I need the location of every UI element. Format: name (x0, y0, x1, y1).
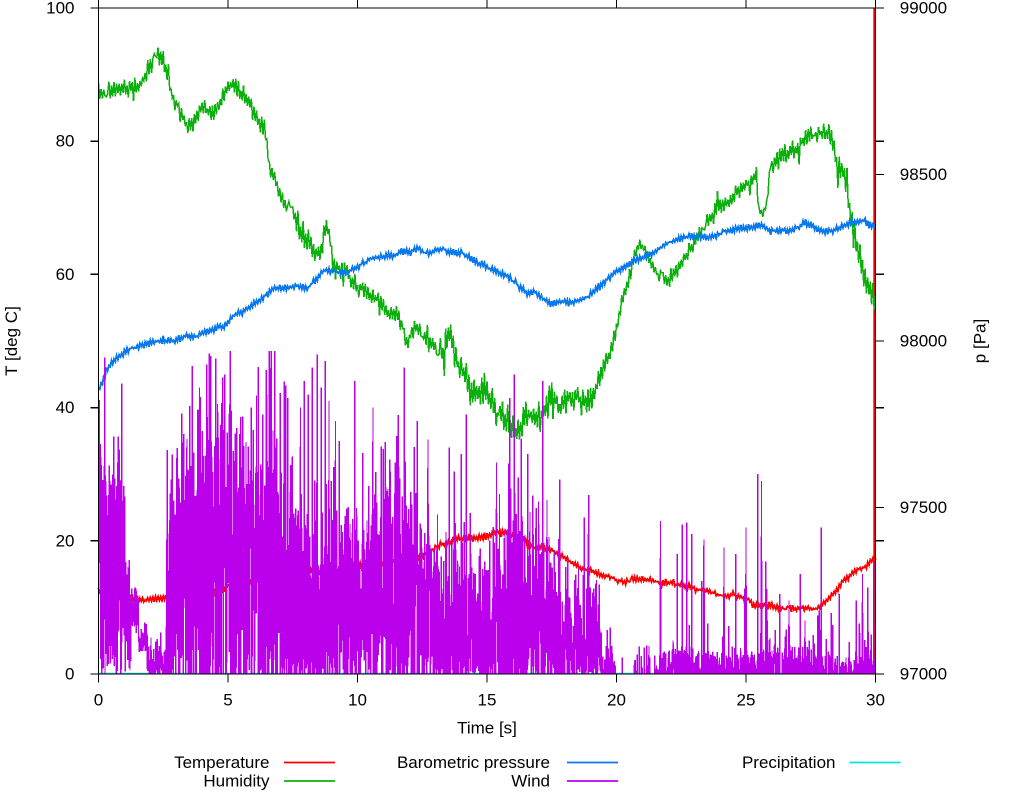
svg-text:20: 20 (56, 531, 75, 550)
svg-text:98000: 98000 (900, 332, 947, 351)
svg-text:5: 5 (223, 691, 232, 710)
svg-text:100: 100 (46, 0, 74, 18)
svg-text:15: 15 (478, 691, 497, 710)
svg-text:Time [s]: Time [s] (457, 719, 517, 738)
svg-text:Barometric pressure: Barometric pressure (397, 753, 550, 772)
svg-text:30: 30 (866, 691, 885, 710)
svg-text:Temperature: Temperature (174, 753, 269, 772)
svg-text:97500: 97500 (900, 498, 947, 517)
svg-text:60: 60 (56, 265, 75, 284)
svg-text:0: 0 (65, 665, 74, 684)
svg-text:T [deg C]: T [deg C] (2, 306, 21, 376)
svg-text:40: 40 (56, 398, 75, 417)
svg-text:p [Pa]: p [Pa] (971, 319, 990, 363)
svg-text:99000: 99000 (900, 0, 947, 18)
svg-text:0: 0 (94, 691, 103, 710)
svg-text:98500: 98500 (900, 165, 947, 184)
svg-text:Precipitation: Precipitation (742, 753, 836, 772)
svg-text:20: 20 (607, 691, 626, 710)
svg-text:10: 10 (348, 691, 367, 710)
svg-text:25: 25 (737, 691, 756, 710)
svg-text:80: 80 (56, 132, 75, 151)
svg-text:Humidity: Humidity (203, 772, 270, 791)
svg-text:97000: 97000 (900, 665, 947, 684)
svg-text:Wind: Wind (511, 772, 550, 791)
